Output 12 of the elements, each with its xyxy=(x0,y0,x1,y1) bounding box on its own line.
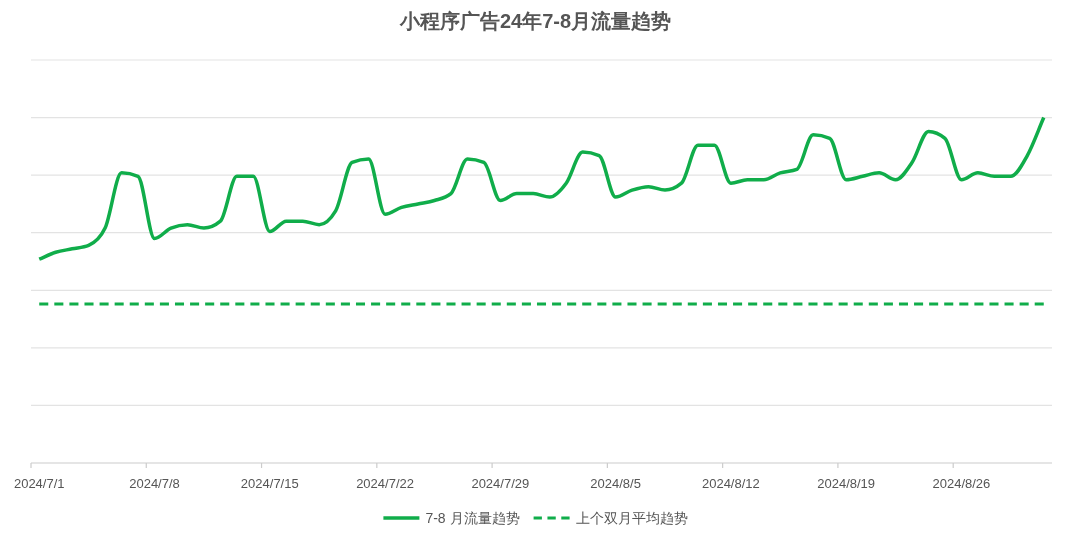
x-tick-label: 2024/8/26 xyxy=(932,476,991,491)
x-tick-label: 2024/7/29 xyxy=(471,476,530,491)
x-tick-label: 2024/7/1 xyxy=(13,476,65,491)
x-tick-label: 2024/8/5 xyxy=(590,476,641,491)
x-tick-label: 2024/7/8 xyxy=(129,476,180,491)
legend-label: 7-8 月流量趋势 xyxy=(425,510,520,526)
x-tick-label: 2024/7/15 xyxy=(240,476,299,491)
legend-label: 上个双月平均趋势 xyxy=(575,510,688,526)
title: 小程序广告24年7-8月流量趋势 xyxy=(399,10,672,32)
x-tick-label: 2024/7/22 xyxy=(356,476,414,491)
x-tick-label: 2024/8/19 xyxy=(817,476,876,491)
x-tick-label: 2024/8/12 xyxy=(701,476,760,491)
